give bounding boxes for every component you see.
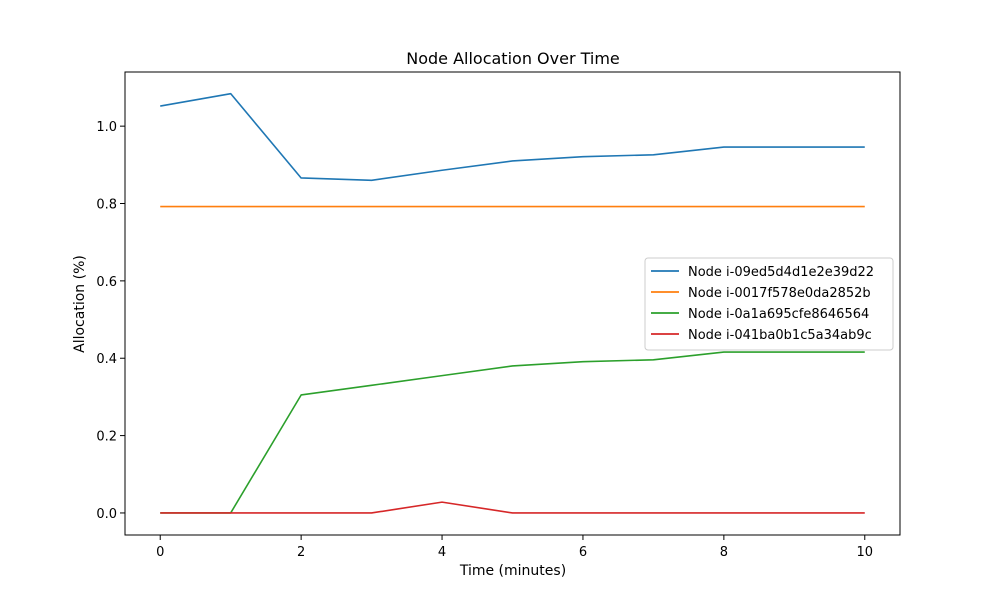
x-tick-label: 4 (438, 545, 446, 560)
legend-label: Node i-0017f578e0da2852b (688, 286, 871, 301)
chart-title: Node Allocation Over Time (406, 49, 620, 68)
series-line-2 (160, 351, 865, 514)
x-tick-label: 6 (579, 545, 587, 560)
legend-label: Node i-041ba0b1c5a34ab9c (688, 328, 872, 343)
y-tick-label: 0.4 (96, 352, 117, 367)
series-line-0 (160, 92, 865, 182)
x-tick-label: 2 (297, 545, 305, 560)
x-tick-label: 10 (856, 545, 873, 560)
y-tick-label: 0.6 (96, 275, 117, 290)
y-axis-label: Allocation (%) (72, 255, 88, 353)
plot-frame (124, 71, 901, 536)
plot-area: 0 2 4 6 8 10 0.0 0.2 0.4 0.6 0.8 1.0 (96, 71, 901, 560)
x-tick-label: 0 (156, 545, 164, 560)
x-axis-label: Time (minutes) (459, 563, 566, 579)
legend-label: Node i-09ed5d4d1e2e39d22 (688, 265, 874, 280)
y-tick-label: 0.8 (96, 198, 117, 213)
x-tick-label: 8 (720, 545, 728, 560)
legend-label: Node i-0a1a695cfe8646564 (688, 307, 869, 322)
y-tick-label: 1.0 (96, 120, 117, 135)
y-tick-label: 0.0 (96, 507, 117, 522)
y-tick-label: 0.2 (96, 430, 117, 445)
series-line-3 (160, 501, 865, 514)
legend: Node i-09ed5d4d1e2e39d22 Node i-0017f578e… (644, 257, 894, 351)
legend-box (644, 257, 894, 351)
